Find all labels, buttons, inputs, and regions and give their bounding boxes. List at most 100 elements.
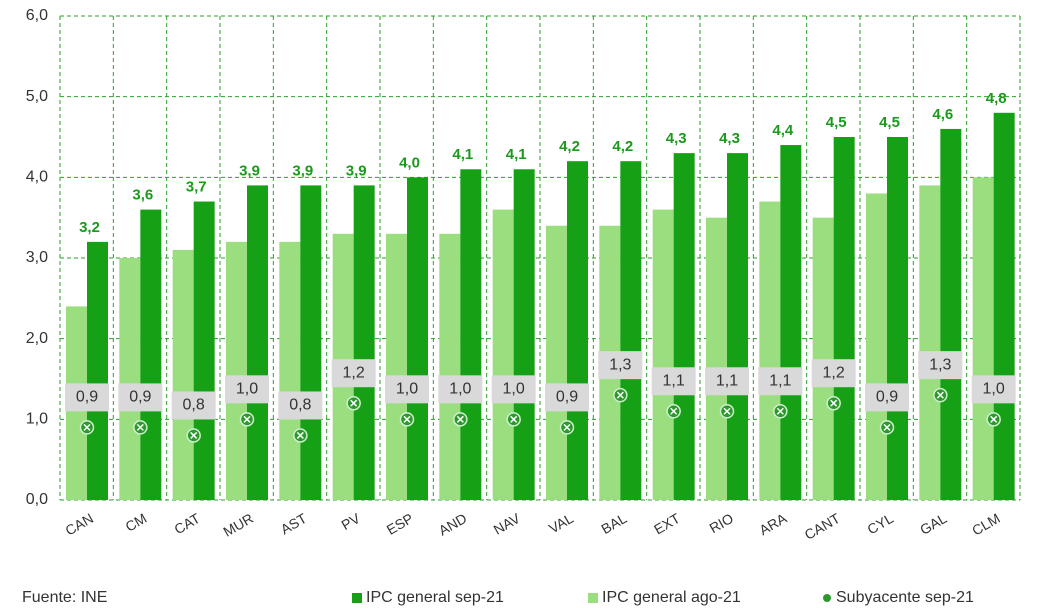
label-box: [438, 375, 483, 404]
bar: [546, 225, 567, 500]
value-label: 4,1: [506, 146, 527, 163]
x-tick-label: GAL: [917, 510, 949, 538]
marker-label: 1,0: [396, 381, 418, 398]
value-label: 4,6: [932, 106, 953, 123]
bar: [247, 185, 268, 500]
marker-cross: [296, 431, 304, 439]
bar: [279, 241, 301, 500]
value-label: 4,5: [826, 114, 847, 131]
bar: [919, 185, 941, 500]
bar: [386, 233, 407, 501]
marker-label: 0,9: [876, 389, 898, 406]
label-box: [278, 391, 323, 420]
x-tick-label: CAT: [171, 510, 203, 538]
marker-label: 1,3: [609, 356, 631, 373]
bar: [172, 249, 194, 500]
label-box: [171, 391, 216, 420]
bar: [620, 161, 642, 500]
marker-label: 1,2: [343, 364, 365, 381]
label-box: [758, 367, 803, 396]
bar: [833, 137, 855, 500]
bar: [119, 258, 141, 500]
x-tick-label: CAN: [62, 510, 96, 539]
label-box: [971, 375, 1016, 404]
marker-cross: [456, 415, 464, 423]
bar: [706, 217, 727, 500]
label-box: [545, 383, 589, 412]
value-label: 4,8: [986, 90, 1007, 107]
marker-label: 0,9: [76, 389, 98, 406]
legend-label: IPC general sep-21: [366, 589, 504, 606]
marker-cross: [510, 415, 518, 423]
x-tick-label: CANT: [802, 510, 843, 543]
label-box: [385, 375, 429, 404]
x-tick-label: CLM: [969, 510, 1003, 539]
bar: [673, 153, 695, 500]
label-box: [651, 367, 696, 396]
y-tick-label: 3,0: [26, 249, 48, 266]
x-tick-label: MUR: [220, 510, 256, 540]
y-tick-label: 5,0: [26, 88, 48, 105]
bar: [193, 201, 215, 501]
bar: [812, 217, 834, 500]
marker-cross: [136, 423, 144, 431]
label-box: [811, 359, 856, 388]
marker-label: 1,0: [236, 381, 258, 398]
legend-swatch: [352, 593, 362, 603]
value-label: 4,3: [719, 130, 740, 147]
bar: [140, 209, 162, 500]
bar: [300, 185, 322, 500]
marker-cross: [83, 423, 91, 431]
value-label: 4,2: [612, 138, 633, 155]
marker-cross: [403, 415, 411, 423]
y-tick-label: 0,0: [26, 491, 48, 508]
label-box: [331, 359, 376, 388]
x-tick-label: BAL: [598, 510, 629, 537]
marker-label: 1,1: [769, 372, 791, 389]
value-label: 4,0: [399, 154, 420, 171]
marker-cross: [990, 415, 998, 423]
marker-label: 1,3: [929, 356, 951, 373]
bar: [727, 153, 748, 500]
x-tick-label: AST: [278, 510, 310, 538]
marker-label: 1,0: [503, 381, 525, 398]
label-box: [225, 375, 269, 404]
marker-label: 0,8: [289, 397, 311, 414]
marker-label: 0,9: [556, 389, 578, 406]
bar: [940, 128, 962, 500]
marker-cross: [670, 407, 678, 415]
bar: [866, 193, 887, 500]
bar: [652, 209, 674, 500]
marker-cross: [563, 423, 571, 431]
value-label: 3,7: [186, 179, 207, 196]
x-tick-label: NAV: [491, 510, 524, 538]
label-box: [918, 351, 963, 380]
x-tick-label: ESP: [384, 510, 416, 538]
bar: [759, 201, 781, 501]
legend-label: IPC general ago-21: [602, 589, 741, 606]
bar: [353, 185, 375, 500]
marker-label: 0,8: [183, 397, 205, 414]
marker-label: 1,0: [449, 381, 471, 398]
source: Fuente: INE: [22, 589, 107, 606]
label-box: [118, 383, 163, 412]
x-tick-label: EXT: [651, 510, 683, 538]
bar: [513, 169, 535, 500]
x-tick-label: VAL: [546, 510, 576, 537]
x-tick-label: CM: [122, 510, 149, 535]
x-tick-label: ARA: [756, 510, 790, 539]
marker-cross: [350, 399, 358, 407]
bar: [993, 112, 1015, 501]
marker-cross: [936, 391, 944, 399]
value-label: 4,1: [452, 146, 473, 163]
value-label: 3,9: [346, 162, 367, 179]
marker-label: 1,1: [663, 372, 685, 389]
bar: [780, 145, 802, 501]
marker-cross: [830, 399, 838, 407]
label-box: [491, 375, 536, 404]
bar: [407, 177, 428, 501]
legend-swatch: [823, 594, 831, 602]
marker-label: 1,2: [823, 364, 845, 381]
marker-cross: [190, 431, 198, 439]
